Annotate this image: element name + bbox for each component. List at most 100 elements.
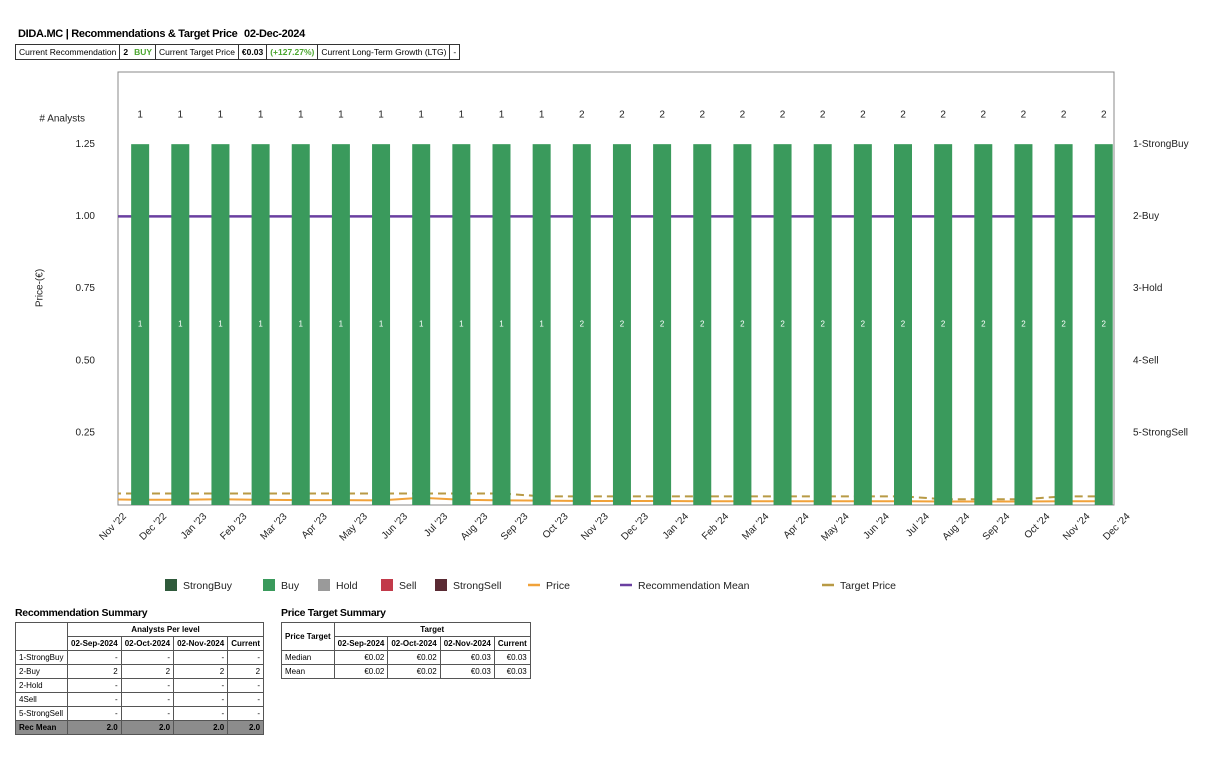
bar-segment bbox=[412, 144, 431, 505]
bar-segment bbox=[372, 144, 391, 505]
y-tick-label: 1.00 bbox=[76, 211, 96, 222]
analyst-count: 2 bbox=[780, 110, 786, 121]
table-cell: - bbox=[120, 692, 175, 707]
summary-item: Current Target Price bbox=[156, 45, 239, 59]
column-header: 02-Oct-2024 bbox=[387, 636, 441, 651]
x-tick-label: Feb '23 bbox=[218, 511, 249, 542]
table-title: Recommendation Summary bbox=[15, 607, 148, 619]
y2-tick-label: 2-Buy bbox=[1133, 211, 1159, 222]
table-cell: - bbox=[173, 692, 229, 707]
analyst-count: 2 bbox=[740, 110, 746, 121]
legend-label: StrongSell bbox=[453, 580, 501, 592]
column-header: Current bbox=[493, 636, 531, 651]
header-row: 02-Sep-2024 02-Oct-2024 02-Nov-2024 Current bbox=[282, 636, 531, 651]
line-series bbox=[118, 492, 1104, 501]
table-cell: - bbox=[227, 678, 265, 693]
bar-value-label: 1 bbox=[539, 320, 544, 329]
bar-value-label: 1 bbox=[299, 320, 304, 329]
legend-label: Recommendation Mean bbox=[638, 580, 750, 592]
bar-segment bbox=[492, 144, 511, 505]
analyst-count: 2 bbox=[579, 110, 585, 121]
x-tick-label: Feb '24 bbox=[700, 511, 731, 542]
legend-swatch bbox=[263, 579, 275, 591]
bar-segment bbox=[1094, 144, 1113, 505]
table-cell: €0.03 bbox=[439, 650, 495, 665]
bar-value-label: 1 bbox=[499, 320, 504, 329]
table-cell: €0.03 bbox=[493, 664, 531, 679]
table-cell: - bbox=[67, 678, 122, 693]
table-cell: €0.03 bbox=[439, 664, 495, 679]
bar-value-label: 1 bbox=[258, 320, 263, 329]
summary-item: €0.03 bbox=[239, 45, 268, 59]
price-target-summary: Price Target Summary Price Target Target 0… bbox=[281, 607, 531, 679]
bar-segment bbox=[1054, 144, 1073, 505]
chart: # Analysts Price-(€) 0.25 0.50 0.75 1.00 1.2… bbox=[35, 71, 1189, 592]
analyst-count: 1 bbox=[298, 110, 304, 121]
table-cell: - bbox=[67, 650, 122, 665]
legend-swatch bbox=[381, 579, 393, 591]
bar-segment bbox=[211, 144, 230, 505]
bar-segment bbox=[853, 144, 872, 505]
x-tick-label: Jun '23 bbox=[380, 511, 411, 542]
legend-label: StrongBuy bbox=[183, 580, 233, 592]
bar-value-label: 1 bbox=[218, 320, 223, 329]
bar-value-label: 2 bbox=[901, 320, 906, 329]
summary-bar: Current Recommendation 2 BUY Current Target… bbox=[15, 44, 461, 60]
x-tick-label: Oct '23 bbox=[541, 511, 571, 541]
summary-item: Current Long-Term Growth (LTG) bbox=[318, 45, 451, 59]
bar-value-label: 2 bbox=[780, 320, 785, 329]
legend-label: Price bbox=[546, 580, 570, 592]
table-row: 5-StrongSell - - - - bbox=[15, 706, 265, 721]
analyst-count: 1 bbox=[338, 110, 344, 121]
table-cell: 2 bbox=[227, 664, 265, 679]
bar-segment bbox=[331, 144, 350, 505]
x-tick-label: Dec '23 bbox=[619, 511, 651, 543]
corner-cell bbox=[15, 622, 68, 651]
bar-value-label: 2 bbox=[1021, 320, 1026, 329]
legend-label: Target Price bbox=[840, 580, 896, 592]
bar-segment bbox=[1014, 144, 1033, 505]
table-row: Median €0.02 €0.02 €0.03 €0.03 bbox=[281, 650, 531, 665]
bar-segment bbox=[934, 144, 953, 505]
x-tick-label: Nov '22 bbox=[97, 511, 129, 543]
x-tick-label: Aug '23 bbox=[459, 511, 491, 543]
bar-value-label: 2 bbox=[580, 320, 585, 329]
analyst-count: 1 bbox=[418, 110, 424, 121]
bar-segment bbox=[653, 144, 672, 505]
analyst-count: 2 bbox=[940, 110, 946, 121]
summary-item: 2 bbox=[123, 47, 129, 57]
x-tick-label: Dec '22 bbox=[138, 511, 170, 543]
analyst-count: 1 bbox=[378, 110, 384, 121]
column-header: 02-Sep-2024 bbox=[67, 636, 122, 651]
bar-value-label: 1 bbox=[419, 320, 424, 329]
table-cell: - bbox=[227, 650, 265, 665]
count-axis-label: # Analysts bbox=[39, 114, 85, 125]
table-cell: 2.0 bbox=[173, 720, 229, 735]
bar-segment bbox=[894, 144, 912, 505]
bar-segment bbox=[693, 144, 712, 505]
y-axis-label: Price-(€) bbox=[35, 269, 46, 307]
bar-value-label: 1 bbox=[339, 320, 344, 329]
table-cell: - bbox=[227, 692, 265, 707]
x-tick-label: Sep '23 bbox=[499, 511, 531, 543]
x-tick-label: Jul '24 bbox=[904, 511, 932, 539]
bar-segment bbox=[612, 144, 631, 505]
table-cell: 1-StrongBuy bbox=[15, 650, 68, 665]
table-cell: €0.02 bbox=[387, 664, 441, 679]
analyst-count: 1 bbox=[499, 110, 505, 121]
table-cell: 2 bbox=[67, 664, 122, 679]
table-cell: €0.02 bbox=[387, 650, 441, 665]
table-cell: - bbox=[120, 706, 175, 721]
y-tick-label: 0.25 bbox=[76, 427, 96, 438]
bar-segment bbox=[733, 144, 752, 505]
bar-value-label: 2 bbox=[981, 320, 986, 329]
table-cell: 2 bbox=[173, 664, 229, 679]
table-cell: Median bbox=[281, 650, 335, 665]
bar-value-label: 2 bbox=[700, 320, 705, 329]
y-tick-label: 1.25 bbox=[76, 139, 96, 150]
x-tick-label: Oct '24 bbox=[1022, 511, 1052, 541]
x-tick-label: Sep '24 bbox=[981, 511, 1013, 543]
bar-value-label: 2 bbox=[740, 320, 745, 329]
corner-cell: Price Target bbox=[281, 622, 335, 651]
